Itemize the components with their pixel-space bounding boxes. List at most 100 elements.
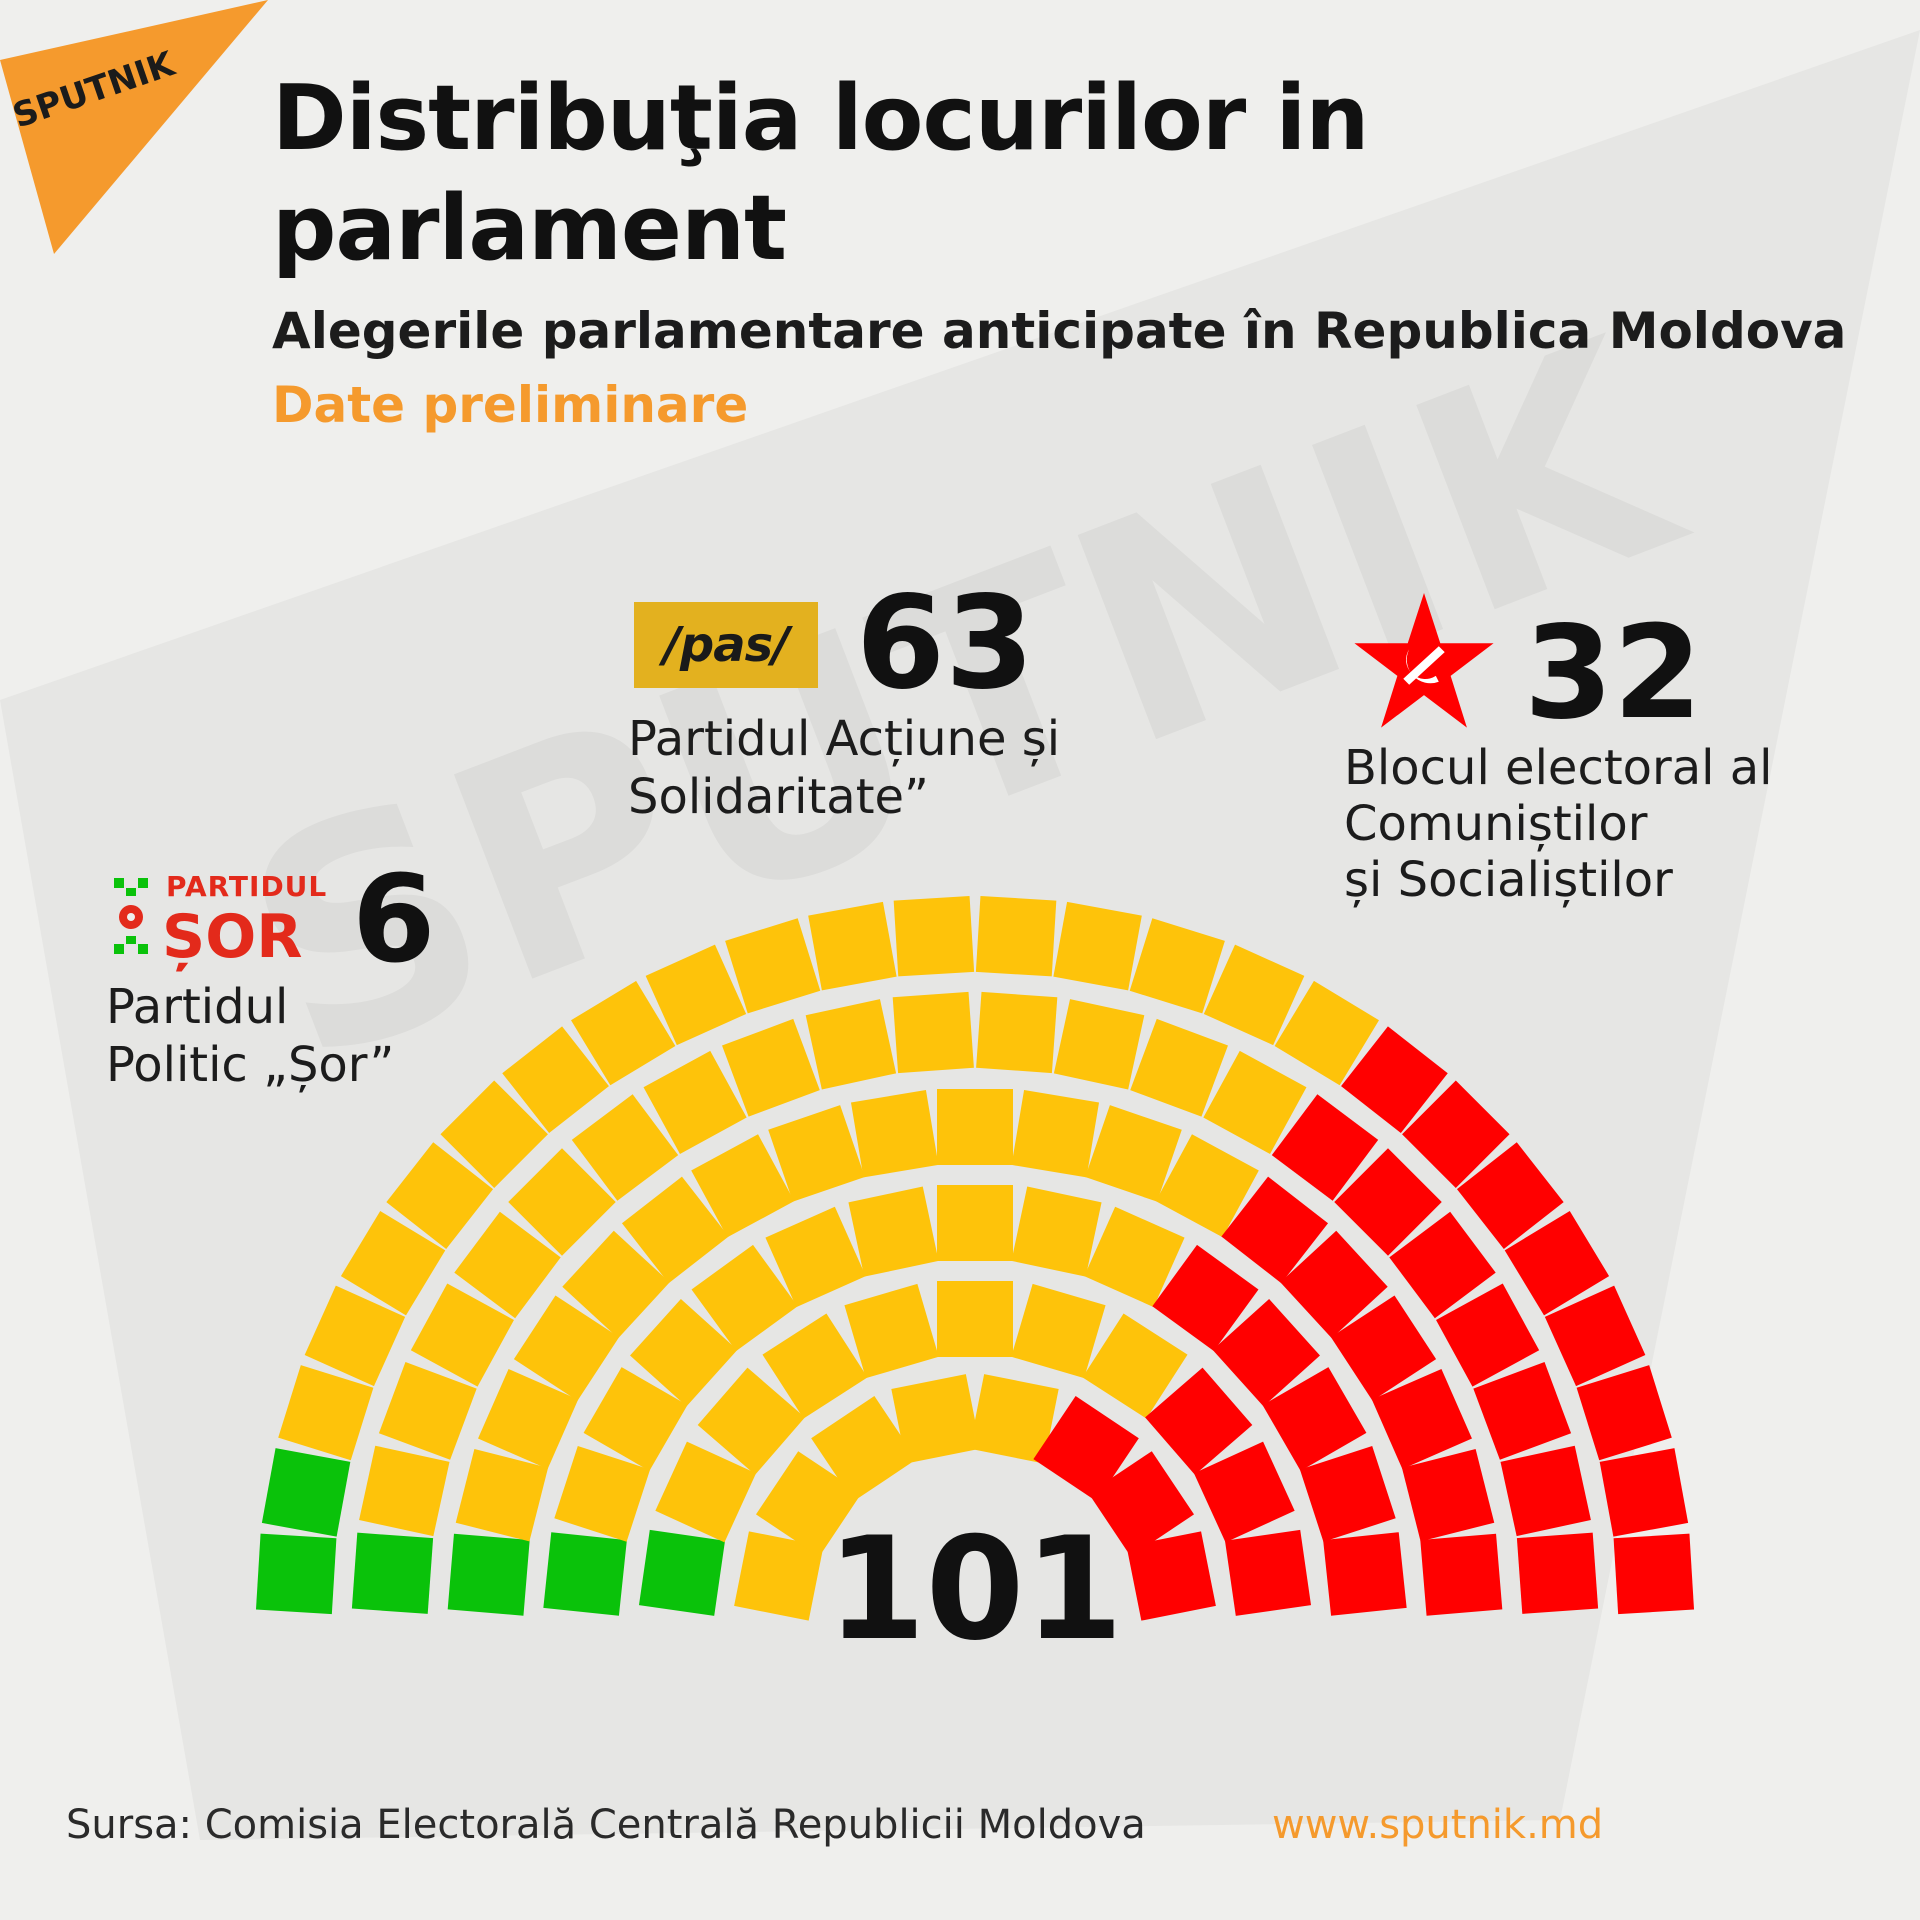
sputnik-badge (0, 0, 268, 254)
source-note: Sursa: Comisia Electorală Centrală Repub… (66, 1802, 1146, 1848)
seat (811, 1395, 917, 1502)
seat (1613, 1533, 1695, 1615)
seat (969, 1374, 1059, 1464)
seat (261, 1448, 351, 1537)
seat (645, 944, 747, 1046)
seat (976, 991, 1058, 1074)
seat (278, 1365, 374, 1461)
seat (340, 1211, 446, 1316)
seat (1011, 1186, 1102, 1277)
seat (554, 1446, 651, 1542)
seat (691, 1134, 795, 1238)
bcs-party-name: Blocul electoral al Comuniștilor și Soci… (1344, 740, 1773, 908)
seat (447, 1533, 530, 1616)
seat (765, 1206, 866, 1308)
seat (562, 1230, 670, 1339)
seat (805, 999, 897, 1090)
seat (734, 1531, 824, 1621)
seat (351, 1532, 434, 1614)
seat (638, 1529, 726, 1616)
seat (891, 1374, 981, 1464)
seat (1473, 1362, 1572, 1460)
seat (808, 901, 897, 991)
seat (1126, 1531, 1216, 1621)
seat (1401, 1449, 1495, 1542)
seat (1085, 1105, 1182, 1202)
seat (1088, 1451, 1195, 1557)
status-label: Date preliminare (272, 376, 749, 434)
seat (1274, 980, 1379, 1086)
seat (1193, 1441, 1295, 1543)
seat (513, 1295, 620, 1401)
seat (1280, 1230, 1388, 1339)
sor-party-name: Partidul Politic „Șor” (106, 979, 395, 1093)
seat (1330, 1295, 1437, 1401)
seat (1053, 999, 1145, 1090)
seat (543, 1532, 627, 1616)
seat (1389, 1211, 1496, 1319)
seat (697, 1367, 805, 1475)
seat (478, 1368, 579, 1470)
seat (1271, 1094, 1379, 1201)
seat (755, 1451, 862, 1557)
red-star-hammer-sickle-icon (1354, 592, 1494, 728)
seat (1203, 944, 1305, 1046)
seat (844, 1283, 939, 1379)
seat (975, 895, 1057, 977)
page-subtitle: Alegerile parlamentare anticipate în Rep… (272, 302, 1847, 360)
seat (1145, 1367, 1253, 1475)
seat (1129, 918, 1225, 1014)
seat (1212, 1299, 1320, 1407)
seat (1130, 1018, 1228, 1117)
seat (725, 918, 821, 1014)
seat (1576, 1365, 1672, 1461)
seat (691, 1244, 798, 1351)
seat (410, 1283, 514, 1387)
seat (850, 1089, 939, 1178)
seat (455, 1449, 549, 1542)
seat (722, 1018, 820, 1117)
seat (1033, 1395, 1139, 1502)
seat (1152, 1244, 1259, 1351)
seat (1084, 1206, 1185, 1308)
sor-ornament-icon (114, 878, 148, 954)
seat-group (255, 895, 1695, 1621)
seat (630, 1299, 738, 1407)
total-seats-label: 101 (827, 1507, 1123, 1672)
pas-party-name: Partidul Acțiune și Solidaritate” (628, 711, 1061, 825)
website-link[interactable]: www.sputnik.md (1272, 1802, 1604, 1848)
seat (937, 1281, 1013, 1357)
sor-seat-count: 6 (352, 851, 436, 990)
seat (1053, 901, 1142, 991)
seat (893, 895, 975, 977)
seat (1323, 1532, 1407, 1616)
seat (892, 991, 974, 1074)
seat (583, 1367, 688, 1471)
seat (621, 1176, 729, 1284)
seat (571, 980, 676, 1086)
seat (571, 1094, 679, 1201)
sor-logo-big: ȘOR (162, 902, 303, 972)
seat (1420, 1533, 1503, 1616)
seat (1082, 1313, 1188, 1419)
seat (1203, 1050, 1307, 1154)
seat (454, 1211, 561, 1319)
seat (848, 1186, 939, 1277)
seat (937, 1185, 1013, 1261)
seat (1544, 1285, 1646, 1387)
seat (1371, 1368, 1472, 1470)
seat (643, 1050, 747, 1154)
seat (1299, 1446, 1396, 1542)
seat (1011, 1283, 1106, 1379)
seat (655, 1441, 757, 1543)
seat (255, 1533, 337, 1615)
seat (1221, 1176, 1329, 1284)
seat (1436, 1283, 1540, 1387)
seat (1500, 1445, 1591, 1537)
seat (1599, 1448, 1689, 1537)
seat (304, 1285, 406, 1387)
seat (378, 1362, 477, 1460)
seat (762, 1313, 868, 1419)
seat (1011, 1089, 1100, 1178)
